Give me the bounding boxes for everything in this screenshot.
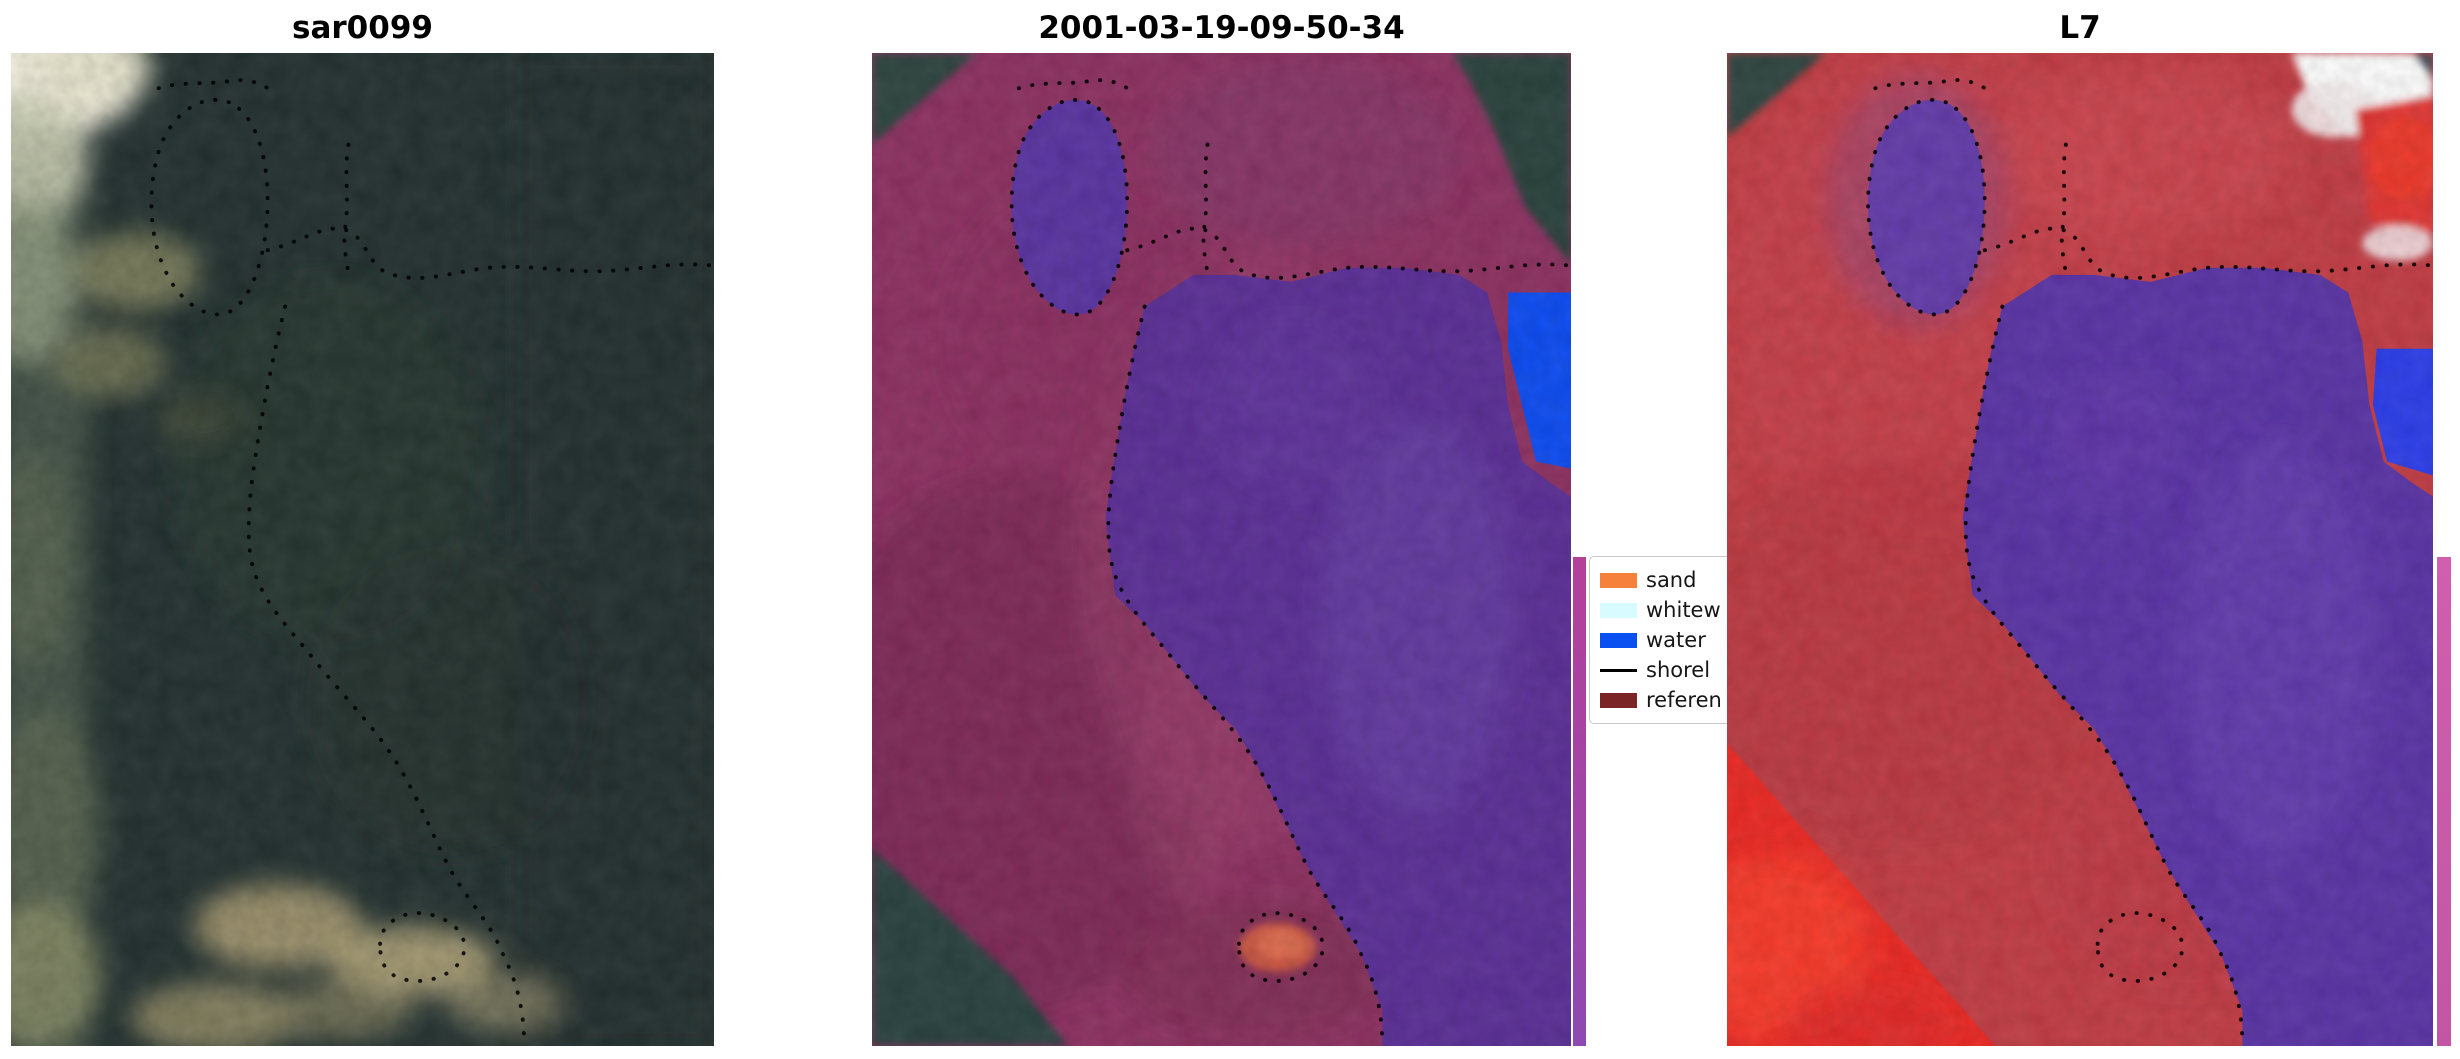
legend-item-shoreline: shorel xyxy=(1600,655,1756,685)
legend-item-water: water xyxy=(1600,625,1756,655)
colorbar-strip-panel2 xyxy=(1573,557,1586,1046)
panel-title: L7 xyxy=(2059,10,2101,46)
panel-2001-03-19: 2001-03-19-09-50-34 xyxy=(872,0,1571,1046)
legend-label: whitew xyxy=(1646,598,1721,622)
legend-item-sand: sand xyxy=(1600,565,1756,595)
legend-label: referen xyxy=(1646,688,1722,712)
panel-sar0099: sar0099 xyxy=(11,0,714,1046)
panel-title: 2001-03-19-09-50-34 xyxy=(1038,10,1405,46)
reference-swatch-icon xyxy=(1600,692,1637,708)
legend-item-whitewater: whitew xyxy=(1600,595,1756,625)
sand-swatch-icon xyxy=(1600,572,1637,588)
l7-satellite-image xyxy=(1727,53,2433,1046)
panel-title: sar0099 xyxy=(292,10,433,46)
panel-l7: L7 xyxy=(1727,0,2433,1046)
legend-label: sand xyxy=(1646,568,1697,592)
sar-satellite-image xyxy=(11,53,714,1046)
classified-satellite-image xyxy=(872,53,1571,1046)
legend-label: shorel xyxy=(1646,658,1711,682)
water-swatch-icon xyxy=(1600,632,1637,648)
shoreline-line-icon xyxy=(1600,668,1637,672)
colorbar-strip-panel3 xyxy=(2437,557,2451,1046)
whitewater-swatch-icon xyxy=(1600,602,1637,618)
legend-item-reference: referen xyxy=(1600,685,1756,715)
legend-label: water xyxy=(1646,628,1706,652)
